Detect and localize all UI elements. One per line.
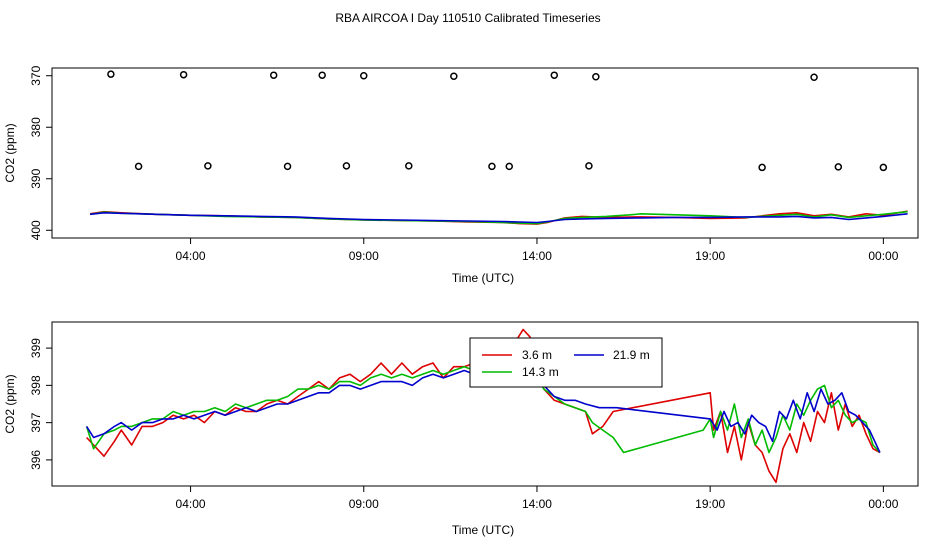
top-ytick-label: 400 — [29, 220, 43, 240]
calibration-point — [834, 163, 843, 171]
calibration-point — [450, 72, 458, 80]
calibration-point — [134, 162, 143, 171]
bottom-y-axis: 396 397 398 399 — [29, 338, 52, 470]
top-plot-frame — [51, 67, 919, 239]
calibration-point — [585, 162, 593, 170]
calibration-point — [488, 162, 496, 171]
bottom-ytick-label: 399 — [29, 338, 43, 358]
legend: 3.6 m 14.3 m 21.9 m — [469, 337, 663, 388]
top-ytick-label: 390 — [29, 168, 43, 188]
top-xtick-label: 00:00 — [868, 249, 898, 263]
calibration-point — [550, 71, 559, 79]
calibration-point — [810, 73, 818, 82]
calibration-point — [269, 71, 278, 79]
top-series-line-2 — [90, 212, 908, 224]
bottom-ytick-label: 398 — [29, 375, 43, 395]
top-xtick-label: 19:00 — [695, 249, 725, 263]
bottom-panel: 04:00 09:00 14:00 19:00 00:00 396 397 398 399 3… — [3, 321, 919, 537]
figure-title: RBA AIRCOA I Day 110510 Calibrated Times… — [335, 11, 600, 25]
top-xtick-label: 09:00 — [349, 249, 379, 263]
bottom-xtick-label: 09:00 — [349, 497, 379, 511]
calibration-point — [592, 73, 600, 81]
calibration-point — [405, 162, 413, 170]
top-series-group — [89, 210, 908, 225]
calibration-point — [204, 162, 212, 170]
top-y-axis: 370 380 390 400 — [29, 65, 52, 240]
calibration-point — [342, 162, 351, 170]
calibration-point — [879, 163, 888, 172]
bottom-x-axis: 04:00 09:00 14:00 19:00 00:00 — [176, 486, 899, 511]
calibration-point — [283, 162, 292, 171]
calibration-point — [758, 163, 766, 172]
calibration-point — [318, 71, 326, 79]
bottom-xtick-label: 14:00 — [522, 497, 552, 511]
bottom-xtick-label: 04:00 — [176, 497, 206, 511]
calibration-point — [107, 70, 115, 78]
legend-box — [469, 337, 663, 388]
top-panel: 04:00 09:00 14:00 19:00 00:00 370 380 390 400 T… — [3, 65, 919, 285]
legend-label-21.9m: 21.9 m — [613, 348, 650, 362]
calibration-point — [179, 70, 188, 79]
top-points-group — [107, 70, 888, 172]
bottom-xlabel: Time (UTC) — [452, 523, 514, 537]
top-xtick-label: 04:00 — [176, 249, 206, 263]
bottom-xtick-label: 00:00 — [868, 497, 898, 511]
top-xlabel: Time (UTC) — [452, 271, 514, 285]
top-ytick-label: 370 — [29, 65, 43, 85]
top-xtick-label: 14:00 — [522, 249, 552, 263]
bottom-ytick-label: 397 — [29, 412, 43, 432]
top-ytick-label: 380 — [29, 117, 43, 137]
legend-label-3.6m: 3.6 m — [522, 348, 552, 362]
bottom-plot-frame — [51, 321, 919, 487]
bottom-ylabel: CO2 (ppm) — [3, 374, 17, 433]
calibration-point — [505, 162, 513, 171]
top-x-axis: 04:00 09:00 14:00 19:00 00:00 — [176, 238, 899, 263]
calibration-point — [360, 71, 368, 80]
top-ylabel: CO2 (ppm) — [3, 123, 17, 182]
legend-label-14.3m: 14.3 m — [522, 365, 559, 379]
bottom-xtick-label: 19:00 — [695, 497, 725, 511]
bottom-ytick-label: 396 — [29, 450, 43, 470]
